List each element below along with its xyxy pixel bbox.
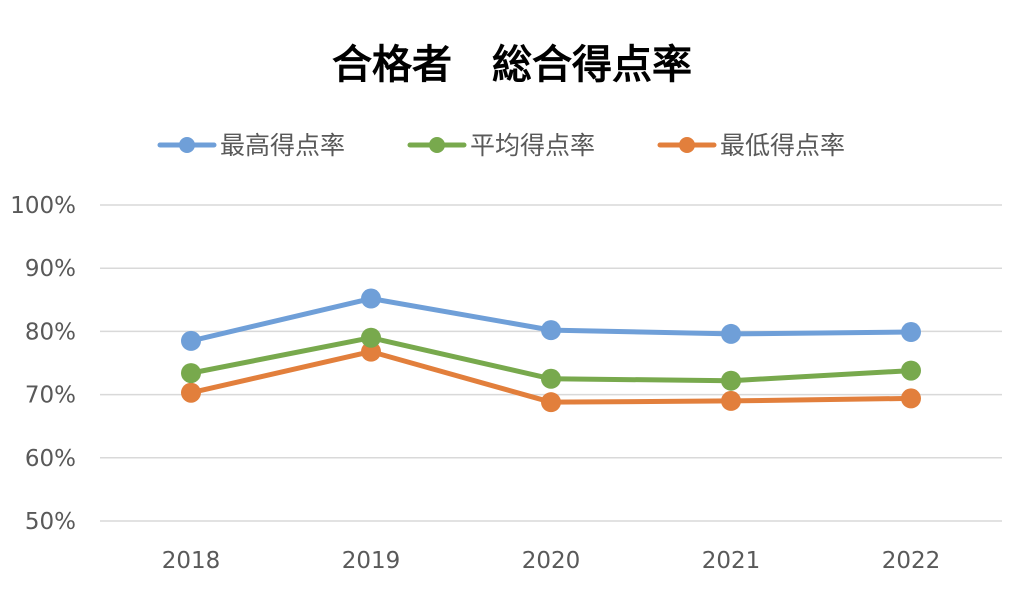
data-point (181, 330, 201, 351)
legend-marker (429, 137, 445, 153)
legend-label: 最高得点率 (220, 131, 345, 160)
legend-label: 平均得点率 (470, 131, 595, 160)
data-point (181, 382, 201, 403)
data-point (541, 368, 561, 389)
x-axis-tick-labels: 2018 2019 2020 2021 2022 (162, 548, 941, 574)
y-tick-label: 60% (25, 446, 76, 472)
series-2 (181, 327, 921, 391)
legend-marker (679, 137, 695, 153)
legend-marker (179, 137, 195, 153)
data-point (721, 323, 741, 344)
y-tick-label: 100% (10, 193, 76, 219)
data-point (541, 320, 561, 341)
series-3 (181, 341, 921, 413)
y-tick-label: 90% (25, 256, 76, 282)
legend: 最高得点率 平均得点率 最低得点率 (157, 131, 845, 160)
data-point (361, 327, 381, 348)
series-lines (181, 288, 921, 413)
data-point (361, 288, 381, 309)
data-point (721, 390, 741, 411)
data-point (361, 341, 381, 362)
legend-item: 最低得点率 (657, 131, 845, 160)
x-tick-label: 2019 (342, 548, 401, 574)
y-tick-label: 70% (25, 383, 76, 409)
data-point (901, 388, 921, 409)
data-point (181, 363, 201, 384)
data-point (541, 392, 561, 413)
data-point (721, 370, 741, 391)
y-tick-label: 50% (25, 509, 76, 535)
y-tick-label: 80% (25, 319, 76, 345)
x-tick-label: 2021 (702, 548, 761, 574)
y-axis-tick-labels: 100% 90% 80% 70% 60% 50% (10, 193, 76, 535)
data-point (901, 360, 921, 381)
x-tick-label: 2020 (522, 548, 581, 574)
legend-label: 最低得点率 (720, 131, 845, 160)
chart-title: 合格者 総合得点率 (332, 42, 692, 88)
x-tick-label: 2022 (882, 548, 941, 574)
legend-item: 平均得点率 (407, 131, 595, 160)
legend-item: 最高得点率 (157, 131, 345, 160)
series-1 (181, 288, 921, 351)
data-point (901, 322, 921, 343)
x-tick-label: 2018 (162, 548, 221, 574)
